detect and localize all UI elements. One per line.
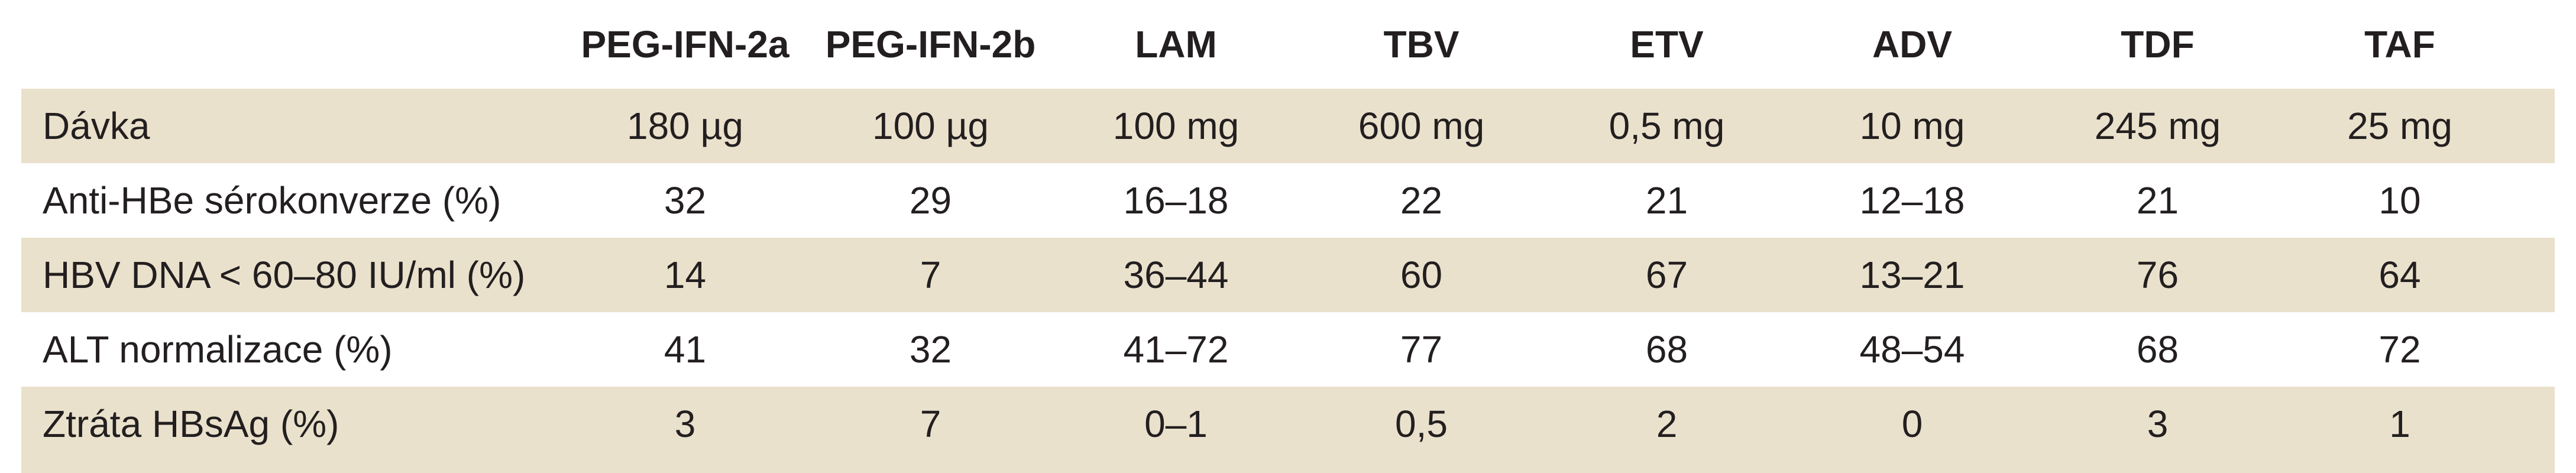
table-row: Ztráta HBsAg (%) 3 7 0–1 0,5 2 0 3 1: [21, 387, 2555, 461]
table-cell: 600 mg: [1358, 105, 1485, 147]
row-label: Anti-HBe sérokonverze (%): [43, 179, 501, 222]
table-cell: 72: [2378, 328, 2421, 371]
table-cell: 77: [1400, 328, 1443, 371]
row-label: HBV DNA < 60–80 IU/ml (%): [43, 254, 526, 296]
column-header: TBV: [1383, 23, 1459, 66]
table-row: Dávka 180 µg 100 µg 100 mg 600 mg 0,5 mg…: [21, 89, 2555, 163]
table-cell: 10 mg: [1859, 105, 1965, 147]
table-cell: 32: [664, 179, 707, 222]
table-cell: 3: [674, 403, 696, 445]
table-cell: 16–18: [1123, 179, 1229, 222]
table-cell: 100 µg: [872, 105, 989, 147]
table-cell: 67: [1645, 254, 1688, 296]
table-cell: 100 mg: [1112, 105, 1240, 147]
table-cell: 76: [2136, 254, 2179, 296]
table-cell: 68: [2136, 328, 2179, 371]
table-row: ALT normalizace (%) 41 32 41–72 77 68 48…: [21, 312, 2555, 387]
comparison-table: PEG-IFN-2a PEG-IFN-2b LAM TBV ETV ADV TD…: [21, 0, 2555, 473]
table-cell: 21: [2136, 179, 2179, 222]
table-cell: 7: [920, 254, 941, 296]
table-cell: 0,5 mg: [1609, 105, 1725, 147]
table-header-row: PEG-IFN-2a PEG-IFN-2b LAM TBV ETV ADV TD…: [21, 0, 2555, 89]
table-cell: 25 mg: [2347, 105, 2452, 147]
column-header: TDF: [2121, 23, 2195, 66]
row-label: ALT normalizace (%): [43, 328, 393, 371]
table-row: HBV DNA < 60–80 IU/ml (%) 14 7 36–44 60 …: [21, 238, 2555, 312]
row-label: Ztráta HBsAg (%): [43, 403, 339, 445]
column-header: PEG-IFN-2b: [825, 23, 1036, 66]
table-cell: 0–1: [1144, 403, 1208, 445]
table-cell: 21: [1645, 179, 1688, 222]
table-cell: 0,5: [1395, 403, 1448, 445]
table-cell: 32: [909, 328, 952, 371]
table-cell: 48–54: [1859, 328, 1965, 371]
table-cell: 3: [2147, 403, 2169, 445]
table-cell: 13–21: [1859, 254, 1965, 296]
table-cell: 1: [2389, 403, 2410, 445]
table-cell: 60: [1400, 254, 1443, 296]
column-header: ETV: [1630, 23, 1704, 66]
table-bottom-band: [21, 461, 2555, 473]
table-cell: 29: [909, 179, 952, 222]
table-cell: 2: [1656, 403, 1678, 445]
table-cell: 7: [920, 403, 941, 445]
column-header: ADV: [1872, 23, 1953, 66]
table-cell: 180 µg: [626, 105, 744, 147]
table-cell: 10: [2378, 179, 2421, 222]
column-header: TAF: [2364, 23, 2435, 66]
table-cell: 36–44: [1123, 254, 1229, 296]
table-cell: 22: [1400, 179, 1443, 222]
table-cell: 0: [1901, 403, 1923, 445]
table-row: Anti-HBe sérokonverze (%) 32 29 16–18 22…: [21, 163, 2555, 238]
table-cell: 12–18: [1859, 179, 1965, 222]
column-header: LAM: [1135, 23, 1217, 66]
table-cell: 64: [2378, 254, 2421, 296]
column-header: PEG-IFN-2a: [581, 23, 789, 66]
table-cell: 41–72: [1123, 328, 1229, 371]
table-cell: 245 mg: [2094, 105, 2221, 147]
table-cell: 41: [664, 328, 707, 371]
table-cell: 68: [1645, 328, 1688, 371]
row-label: Dávka: [43, 105, 150, 147]
table-cell: 14: [664, 254, 707, 296]
